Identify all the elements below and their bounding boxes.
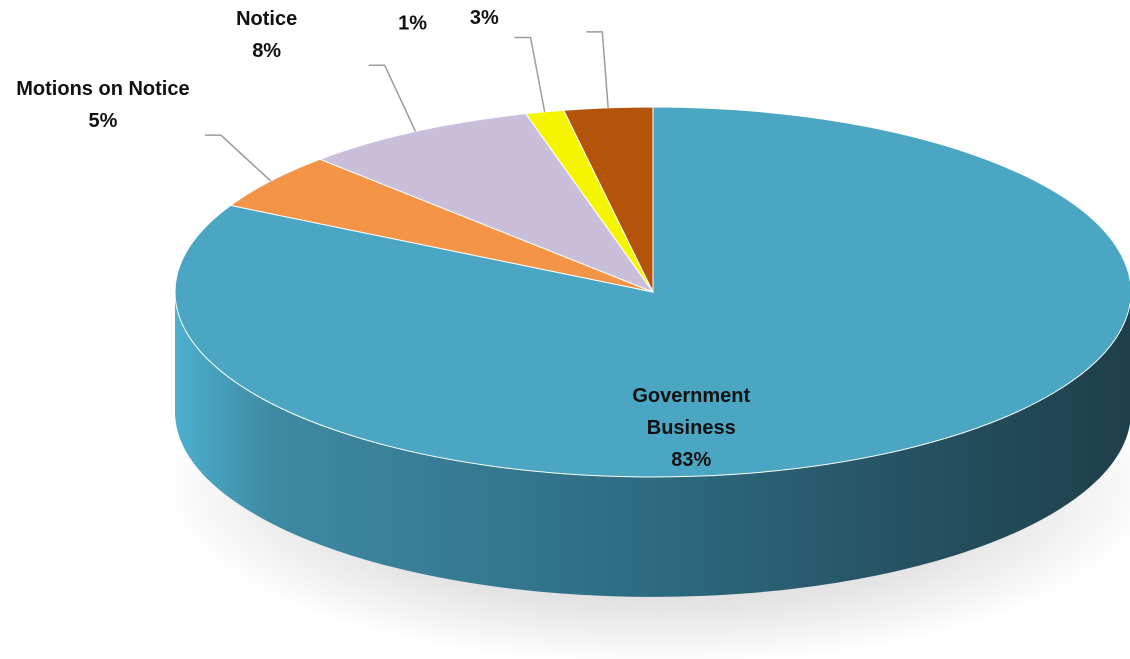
pie-slice: [562, 106, 654, 293]
slice-category-label: Business: [647, 417, 736, 439]
slice-percent-label: 3%: [470, 7, 499, 29]
slice-category-label: Notice: [236, 8, 297, 30]
leader-line: [586, 31, 609, 108]
slice-percent-label: 83%: [671, 449, 711, 471]
leader-line: [204, 134, 272, 182]
slice-percent-label: 8%: [252, 40, 281, 62]
pie-slice: [318, 113, 655, 294]
leader-line: [514, 36, 546, 112]
leader-line: [368, 64, 417, 132]
slice-percent-label: 5%: [88, 110, 117, 132]
slice-category-label: Motions on Notice: [16, 78, 189, 100]
pie-side-wall: [175, 292, 1130, 597]
slice-category-label: Government: [632, 385, 750, 407]
pie-slice: [229, 158, 654, 293]
slice-percent-label: 1%: [398, 12, 427, 34]
slice-category-label: Formal Business: [332, 0, 493, 2]
